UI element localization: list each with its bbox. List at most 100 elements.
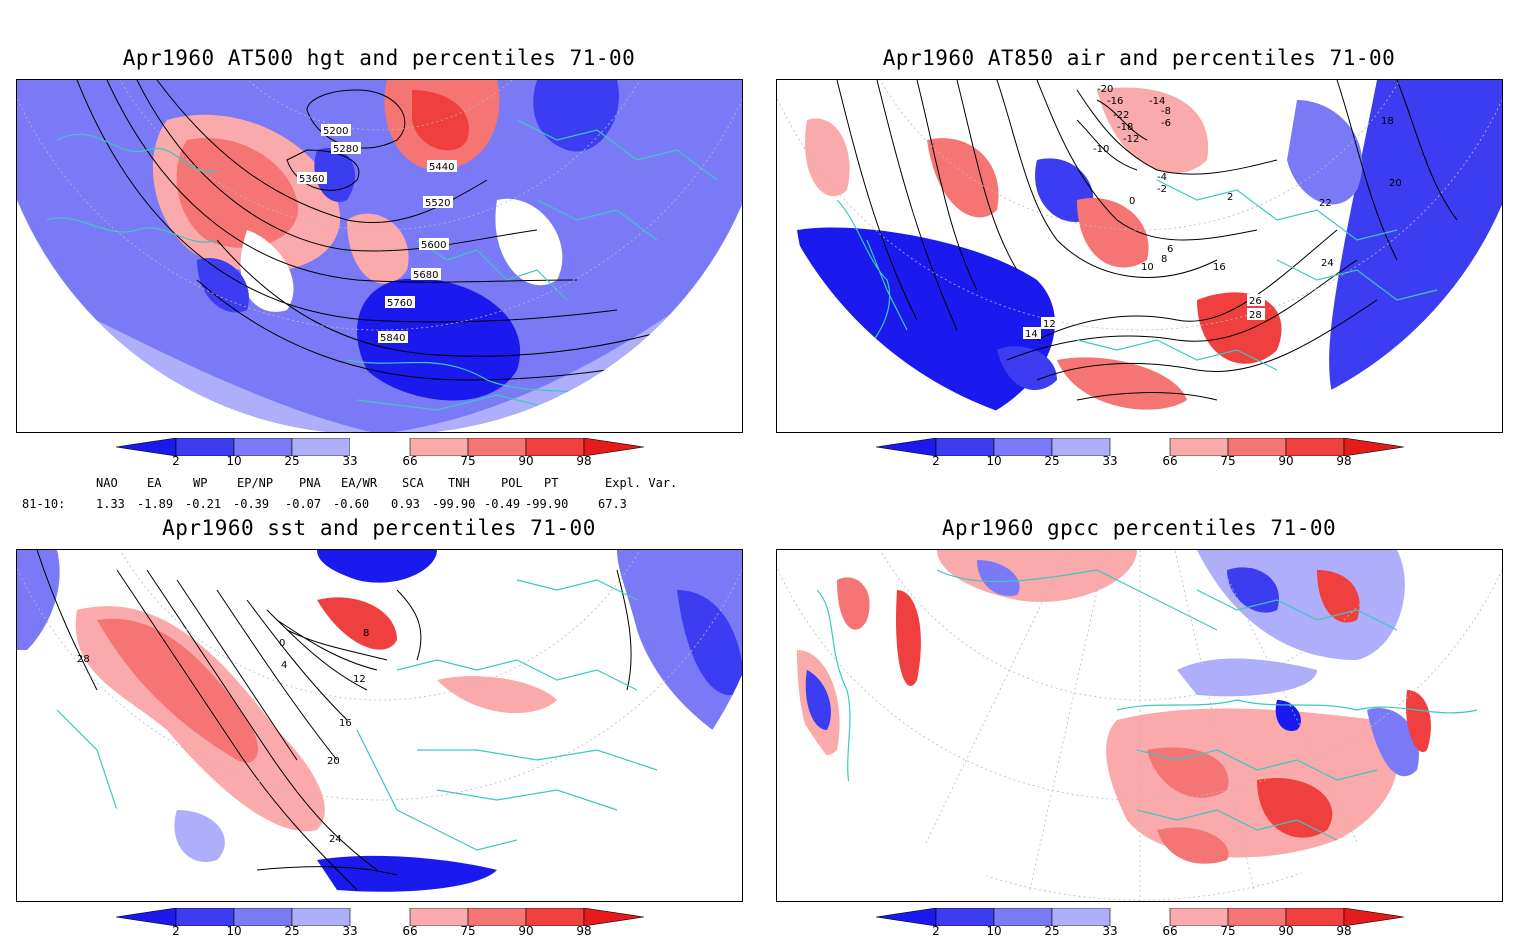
colorbar-tick: 75 bbox=[1220, 924, 1236, 938]
map-sst-svg: 0 4 8 12 16 20 24 28 bbox=[17, 550, 742, 901]
index-value: 0.93 bbox=[391, 497, 420, 511]
svg-text:5200: 5200 bbox=[323, 126, 348, 137]
colorbar-gpcc: 2 10 25 33 66 75 90 98 bbox=[876, 908, 1404, 940]
svg-text:-20: -20 bbox=[1097, 84, 1113, 95]
svg-text:-18: -18 bbox=[1117, 122, 1133, 133]
colorbar-tick: 33 bbox=[1102, 454, 1118, 468]
panel-title-gpcc: Apr1960 gpcc percentiles 71-00 bbox=[941, 516, 1337, 540]
svg-text:-16: -16 bbox=[1107, 96, 1123, 107]
map-panel-hgt: 5200 5280 5360 5440 5520 5600 5680 5760 … bbox=[16, 79, 743, 433]
svg-text:24: 24 bbox=[329, 834, 342, 845]
index-header: PT bbox=[544, 476, 559, 490]
colorbar-tick: 98 bbox=[576, 924, 592, 938]
index-header: EP/NP bbox=[237, 476, 274, 490]
index-value: -1.89 bbox=[137, 497, 174, 511]
svg-text:8: 8 bbox=[1161, 254, 1167, 265]
colorbar-tick: 25 bbox=[284, 924, 300, 938]
svg-text:18: 18 bbox=[1381, 116, 1394, 127]
svg-text:-8: -8 bbox=[1161, 106, 1171, 117]
map-gpcc-svg bbox=[777, 550, 1502, 901]
index-header: POL bbox=[501, 476, 523, 490]
panel-title-air: Apr1960 AT850 air and percentiles 71-00 bbox=[882, 46, 1396, 70]
svg-text:4: 4 bbox=[281, 660, 287, 671]
colorbar-air-swatches bbox=[876, 438, 1404, 456]
colorbar-hgt: 2 10 25 33 66 75 90 98 bbox=[116, 438, 644, 478]
svg-text:0: 0 bbox=[1129, 196, 1135, 207]
index-header: NAO bbox=[96, 476, 118, 490]
colorbar-tick: 98 bbox=[1336, 924, 1352, 938]
svg-text:28: 28 bbox=[77, 654, 90, 665]
index-value: -99.90 bbox=[525, 497, 569, 511]
index-value: -0.39 bbox=[233, 497, 270, 511]
index-period: 81-10: bbox=[22, 497, 66, 511]
colorbar-hgt-swatches bbox=[116, 438, 644, 456]
colorbar-tick: 25 bbox=[1044, 454, 1060, 468]
svg-text:20: 20 bbox=[327, 756, 340, 767]
colorbar-air: 2 10 25 33 66 75 90 98 bbox=[876, 438, 1404, 478]
index-value: 1.33 bbox=[96, 497, 125, 511]
index-value: -0.60 bbox=[333, 497, 370, 511]
svg-text:5440: 5440 bbox=[429, 162, 454, 173]
map-hgt-svg: 5200 5280 5360 5440 5520 5600 5680 5760 … bbox=[17, 80, 742, 432]
colorbar-gpcc-swatches bbox=[876, 908, 1404, 926]
index-header: PNA bbox=[299, 476, 321, 490]
svg-text:5280: 5280 bbox=[333, 144, 358, 155]
colorbar-tick: 2 bbox=[932, 454, 940, 468]
svg-text:16: 16 bbox=[1213, 262, 1226, 273]
index-header: EA/WR bbox=[341, 476, 378, 490]
panel-title-sst: Apr1960 sst and percentiles 71-00 bbox=[162, 516, 596, 540]
colorbar-tick: 75 bbox=[460, 924, 476, 938]
colorbar-sst-swatches bbox=[116, 908, 644, 926]
colorbar-tick: 98 bbox=[576, 454, 592, 468]
svg-text:20: 20 bbox=[1389, 178, 1402, 189]
svg-text:-4: -4 bbox=[1157, 172, 1167, 183]
colorbar-tick: 66 bbox=[1162, 454, 1178, 468]
colorbar-tick: 10 bbox=[986, 454, 1002, 468]
colorbar-tick: 10 bbox=[226, 454, 242, 468]
index-header: Expl. Var. bbox=[605, 476, 678, 490]
colorbar-tick: 33 bbox=[1102, 924, 1118, 938]
colorbar-tick: 2 bbox=[932, 924, 940, 938]
svg-text:28: 28 bbox=[1249, 310, 1262, 321]
svg-text:-2: -2 bbox=[1157, 184, 1167, 195]
colorbar-tick: 10 bbox=[226, 924, 242, 938]
colorbar-tick: 90 bbox=[518, 454, 534, 468]
index-header: TNH bbox=[448, 476, 470, 490]
svg-text:22: 22 bbox=[1319, 198, 1332, 209]
svg-text:-6: -6 bbox=[1161, 118, 1171, 129]
colorbar-tick: 66 bbox=[402, 454, 418, 468]
svg-text:-12: -12 bbox=[1123, 134, 1139, 145]
index-value: -0.49 bbox=[484, 497, 521, 511]
svg-text:26: 26 bbox=[1249, 296, 1262, 307]
map-panel-air: -20 -16 -14 -22 -18 -12 -10 -8 -6 -4 -2 … bbox=[776, 79, 1503, 433]
contour-labels-hgt: 5200 5280 5360 5440 5520 5600 5680 5760 … bbox=[297, 124, 457, 344]
index-header: EA bbox=[147, 476, 162, 490]
index-header: SCA bbox=[402, 476, 424, 490]
svg-text:5840: 5840 bbox=[380, 333, 405, 344]
index-value: -99.90 bbox=[432, 497, 476, 511]
svg-text:2: 2 bbox=[1227, 192, 1233, 203]
colorbar-tick: 25 bbox=[284, 454, 300, 468]
contour-labels-air: -20 -16 -14 -22 -18 -12 -10 -8 -6 -4 -2 … bbox=[1023, 84, 1402, 340]
svg-text:-10: -10 bbox=[1093, 144, 1109, 155]
map-panel-sst: 0 4 8 12 16 20 24 28 bbox=[16, 549, 743, 902]
svg-text:5760: 5760 bbox=[387, 298, 412, 309]
svg-text:10: 10 bbox=[1141, 262, 1154, 273]
colorbar-tick: 10 bbox=[986, 924, 1002, 938]
map-panel-gpcc bbox=[776, 549, 1503, 902]
svg-text:5600: 5600 bbox=[421, 240, 446, 251]
colorbar-tick: 66 bbox=[1162, 924, 1178, 938]
index-value: -0.21 bbox=[185, 497, 222, 511]
colorbar-tick: 25 bbox=[1044, 924, 1060, 938]
colorbar-tick: 90 bbox=[518, 924, 534, 938]
colorbar-tick: 66 bbox=[402, 924, 418, 938]
colorbar-tick: 2 bbox=[172, 924, 180, 938]
contour-labels-sst: 0 4 8 12 16 20 24 28 bbox=[77, 628, 369, 845]
svg-text:16: 16 bbox=[339, 718, 352, 729]
svg-text:5680: 5680 bbox=[413, 270, 438, 281]
svg-text:5360: 5360 bbox=[299, 174, 324, 185]
svg-text:24: 24 bbox=[1321, 258, 1334, 269]
svg-text:12: 12 bbox=[1043, 319, 1056, 330]
svg-text:12: 12 bbox=[353, 674, 366, 685]
colorbar-tick: 90 bbox=[1278, 924, 1294, 938]
